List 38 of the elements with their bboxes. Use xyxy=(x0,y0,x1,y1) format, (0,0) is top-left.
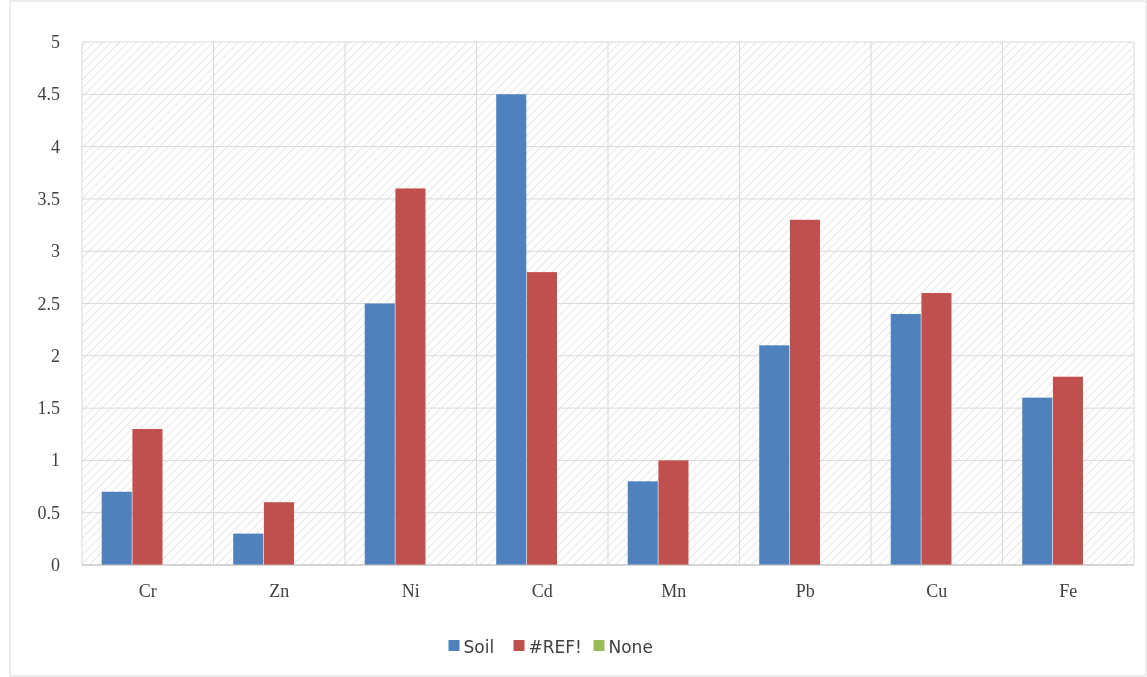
bar xyxy=(890,313,921,565)
y-tick-label: 3 xyxy=(51,241,60,262)
x-tick-label: Ni xyxy=(401,581,420,601)
y-tick-label: 4.5 xyxy=(37,84,60,105)
bar xyxy=(658,460,689,565)
bar xyxy=(789,219,820,565)
bar xyxy=(395,188,426,565)
x-tick-label: Cd xyxy=(531,581,553,601)
y-tick-label: 1 xyxy=(51,450,60,471)
bar xyxy=(101,491,132,565)
y-tick-label: 0.5 xyxy=(37,502,60,523)
bar xyxy=(263,502,294,565)
legend-label: #REF! xyxy=(528,637,582,657)
legend-label: None xyxy=(608,637,653,657)
x-tick-label: Cr xyxy=(138,581,157,601)
x-tick-label: Zn xyxy=(269,581,290,601)
bar xyxy=(132,429,163,565)
y-tick-label: 5 xyxy=(51,32,60,52)
bar xyxy=(759,345,790,565)
bar xyxy=(364,303,395,565)
legend-label: Soil xyxy=(463,637,495,657)
x-tick-label: Mn xyxy=(661,581,687,601)
bar xyxy=(1022,397,1053,565)
x-tick-label: Fe xyxy=(1059,581,1078,601)
x-tick-label: Cu xyxy=(926,581,948,601)
bar xyxy=(1052,376,1083,565)
y-tick-label: 1.5 xyxy=(37,398,60,419)
bar xyxy=(921,293,952,565)
y-tick-label: 4 xyxy=(51,136,60,157)
y-tick-label: 3.5 xyxy=(37,188,60,209)
y-tick-label: 2.5 xyxy=(37,293,60,314)
x-tick-label: Pb xyxy=(795,581,815,601)
bar xyxy=(526,272,557,565)
bar xyxy=(233,533,264,565)
bar xyxy=(627,481,658,565)
y-tick-label: 0 xyxy=(51,555,60,575)
bar xyxy=(496,94,527,565)
y-tick-label: 2 xyxy=(51,345,60,366)
